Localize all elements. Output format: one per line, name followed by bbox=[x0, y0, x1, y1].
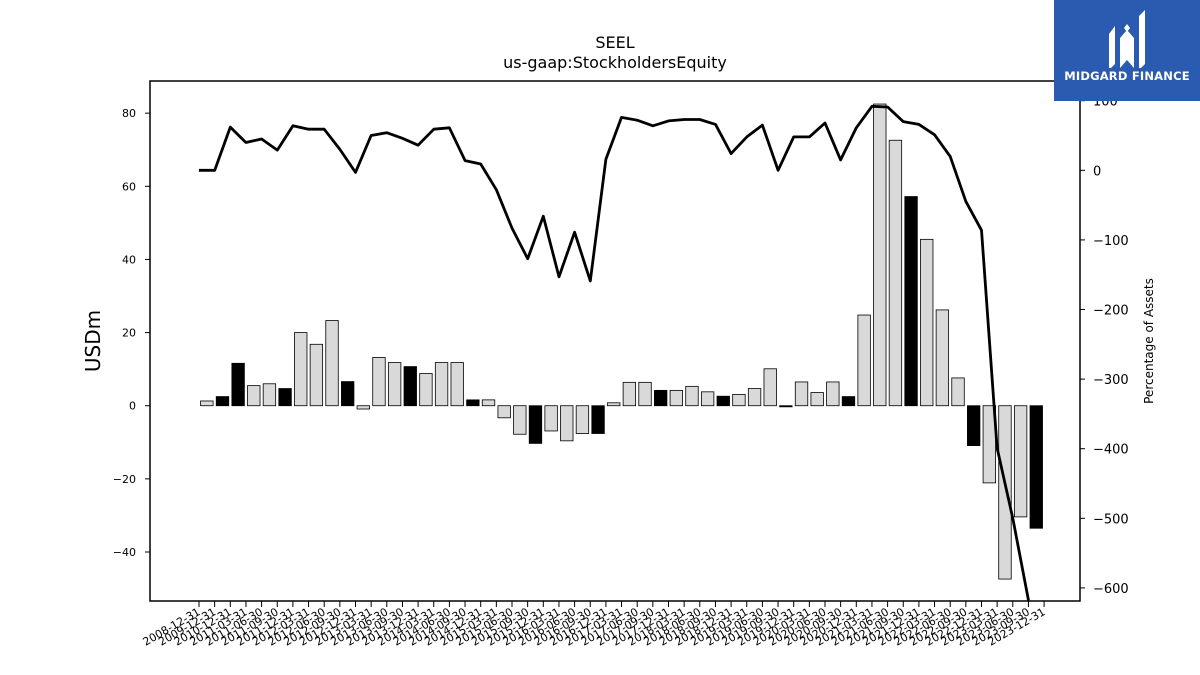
midgard-logo-icon bbox=[1109, 10, 1145, 68]
bar bbox=[1029, 405, 1043, 529]
bar bbox=[794, 381, 809, 407]
y2-tick-label: −100 bbox=[1093, 234, 1129, 249]
bar bbox=[920, 238, 934, 407]
bar bbox=[434, 362, 449, 407]
bar bbox=[341, 381, 355, 407]
bar bbox=[747, 388, 762, 407]
bar bbox=[247, 385, 261, 407]
bar bbox=[873, 103, 887, 407]
bar bbox=[607, 402, 621, 407]
bar bbox=[575, 405, 590, 434]
bar bbox=[967, 405, 981, 446]
bar bbox=[779, 405, 793, 408]
bar bbox=[356, 405, 370, 410]
brand-name: MIDGARD FINANCE bbox=[1064, 69, 1190, 83]
y2-tick-label: −600 bbox=[1093, 582, 1129, 597]
bar bbox=[904, 196, 918, 407]
bar bbox=[763, 368, 777, 407]
y-tick-label: 80 bbox=[122, 107, 136, 120]
plot-frame bbox=[149, 80, 1081, 602]
y2-tick-label: −400 bbox=[1093, 443, 1129, 458]
bar bbox=[591, 405, 605, 434]
bar bbox=[325, 320, 339, 407]
bar bbox=[231, 362, 245, 407]
brand-logo: MIDGARD FINANCE bbox=[1054, 0, 1200, 101]
x-axis: 2008-12-312009-12-312010-12-312011-03-31… bbox=[141, 601, 1048, 649]
y-axis: −40 −20 0 20 40 60 80 bbox=[113, 107, 150, 559]
chart-subtitle: us-gaap:StockholdersEquity bbox=[503, 53, 727, 72]
bar bbox=[810, 392, 824, 407]
bar bbox=[700, 391, 715, 407]
bar bbox=[403, 366, 417, 407]
bar bbox=[638, 381, 652, 407]
y-tick-label: −40 bbox=[113, 546, 136, 559]
bar bbox=[262, 383, 277, 407]
bar bbox=[716, 395, 730, 407]
bar bbox=[826, 381, 840, 407]
bar bbox=[1013, 405, 1028, 518]
bar bbox=[387, 362, 402, 407]
y2-tick-label: 0 bbox=[1093, 164, 1101, 179]
bar bbox=[419, 373, 433, 407]
y2-tick-label: −300 bbox=[1093, 373, 1129, 388]
bar bbox=[278, 388, 292, 407]
bar bbox=[450, 362, 464, 407]
bar bbox=[544, 405, 558, 432]
bar bbox=[951, 377, 965, 407]
bar bbox=[622, 381, 637, 407]
y-axis-label: USDm bbox=[81, 310, 105, 372]
bar bbox=[481, 399, 496, 407]
y-tick-label: 0 bbox=[129, 400, 136, 413]
bar-series bbox=[200, 103, 1043, 580]
bar bbox=[857, 314, 871, 407]
bar bbox=[669, 389, 683, 407]
bar bbox=[294, 332, 308, 407]
bar bbox=[935, 309, 950, 407]
y-tick-label: 60 bbox=[122, 180, 136, 193]
bar bbox=[841, 396, 856, 407]
line-series bbox=[199, 104, 1030, 601]
bar bbox=[497, 405, 511, 419]
bar bbox=[200, 400, 214, 407]
bar bbox=[528, 405, 543, 444]
y-tick-label: 20 bbox=[122, 327, 136, 340]
bar bbox=[513, 405, 527, 435]
y2-axis-label: Percentage of Assets bbox=[1142, 278, 1156, 404]
y-tick-label: 40 bbox=[122, 253, 136, 266]
bar bbox=[732, 393, 746, 407]
bar bbox=[560, 405, 574, 442]
bar bbox=[888, 139, 903, 407]
bar bbox=[685, 385, 699, 407]
bar bbox=[466, 399, 480, 407]
chart-title: SEEL bbox=[595, 33, 634, 52]
bar bbox=[654, 389, 668, 407]
bar bbox=[215, 396, 230, 407]
y2-tick-label: −200 bbox=[1093, 304, 1129, 319]
bar bbox=[372, 357, 386, 407]
y-tick-label: −20 bbox=[113, 473, 136, 486]
y2-tick-label: −500 bbox=[1093, 512, 1129, 527]
bar bbox=[998, 405, 1012, 580]
bar bbox=[309, 343, 324, 407]
percentage-line bbox=[199, 104, 1030, 601]
